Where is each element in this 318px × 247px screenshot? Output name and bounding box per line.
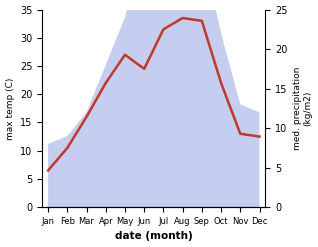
Y-axis label: max temp (C): max temp (C) — [5, 77, 15, 140]
X-axis label: date (month): date (month) — [115, 231, 193, 242]
Y-axis label: med. precipitation
(kg/m2): med. precipitation (kg/m2) — [293, 67, 313, 150]
